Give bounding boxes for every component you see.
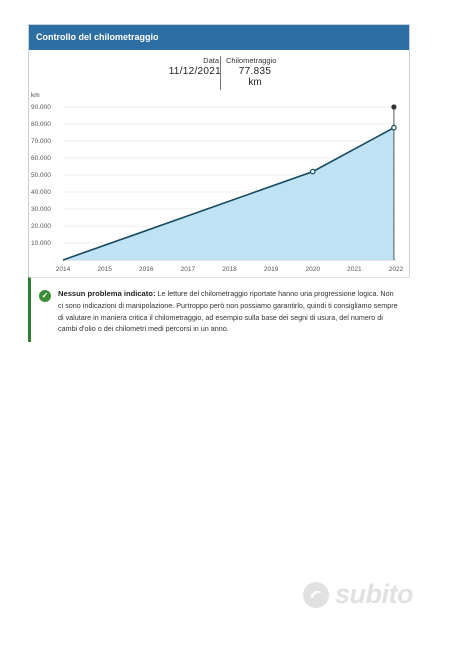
x-tick-label: 2022: [389, 266, 404, 273]
note-text: Nessun problema indicato: Le letture del…: [58, 288, 400, 335]
area-fill: [63, 127, 394, 260]
watermark: subito: [302, 578, 432, 614]
y-tick-label: 30.000: [31, 206, 51, 213]
series-area: [62, 104, 397, 261]
date-value: 11/12/2021: [168, 66, 221, 77]
y-tick-label: 60.000: [31, 155, 51, 162]
date-label: Data: [203, 56, 219, 65]
note-body: Le letture del chilometraggio riportate …: [58, 289, 398, 334]
mileage-value: 77.835: [238, 66, 272, 77]
subito-logo-icon: [303, 582, 329, 608]
y-axis-ticks: 90.000 80.000 70.000 60.000 50.000 40.000 30.0…: [31, 104, 51, 247]
data-point: [309, 168, 316, 175]
x-axis-ticks: 2014 2015 2016 2017 2018 2019 2020 2021 2022: [56, 266, 404, 273]
x-tick-label: 2020: [306, 266, 321, 273]
mileage-readout: Data 11/12/2021 Chilometraggio 77.835 km: [29, 56, 409, 106]
y-tick-label: 70.000: [31, 138, 51, 145]
note-title: Nessun problema indicato:: [58, 289, 156, 298]
x-tick-label: 2016: [139, 266, 154, 273]
watermark-text: subito: [335, 579, 414, 609]
marker-top-point: [391, 104, 397, 110]
y-tick-label: 90.000: [31, 104, 51, 111]
x-tick-label: 2019: [264, 266, 279, 273]
y-tick-label: 80.000: [31, 121, 51, 128]
status-note: ✓ Nessun problema indicato: Le letture d…: [28, 277, 410, 342]
y-tick-label: 10.000: [31, 240, 51, 247]
x-tick-label: 2021: [347, 266, 362, 273]
x-tick-label: 2015: [97, 266, 112, 273]
y-axis-label: km: [31, 92, 40, 99]
y-tick-label: 50.000: [31, 172, 51, 179]
mileage-chart: 90.000 80.000 70.000 60.000 50.000 40.000 30.0…: [31, 92, 404, 273]
mileage-unit: km: [248, 77, 262, 88]
x-tick-label: 2014: [56, 266, 71, 273]
card-title: Controllo del chilometraggio: [29, 25, 409, 50]
x-tick-label: 2017: [181, 266, 196, 273]
x-tick-label: 2018: [222, 266, 237, 273]
mileage-label: Chilometraggio: [226, 56, 277, 65]
readout-divider: [220, 56, 221, 90]
y-tick-label: 20.000: [31, 223, 51, 230]
y-tick-label: 40.000: [31, 189, 51, 196]
check-circle-icon: ✓: [39, 290, 51, 302]
data-point: [391, 124, 397, 131]
